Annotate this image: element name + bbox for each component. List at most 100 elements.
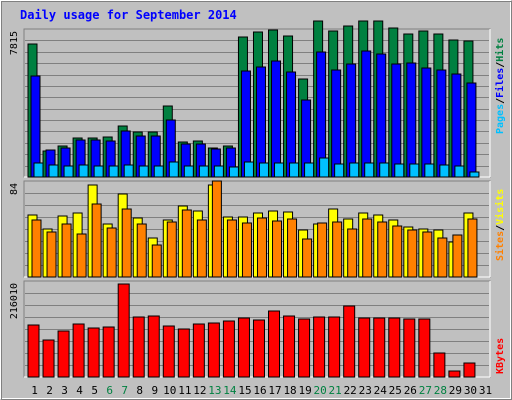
bar-pages-day-8 [138,165,149,178]
bar-files-day-28 [436,69,447,178]
bar-kbytes-day-1 [27,324,40,378]
bar-sites-day-25 [392,225,403,278]
bar-kbytes-day-25 [388,317,401,378]
x-tick-label: 19 [298,384,311,397]
bar-sites-day-28 [437,237,448,278]
bar-sites-day-6 [106,227,117,278]
bar-kbytes-day-17 [268,310,281,378]
bar-pages-day-14 [228,166,239,178]
bar-kbytes-day-3 [57,330,70,378]
x-tick-label: 8 [136,384,143,397]
bar-files-day-17 [271,60,282,178]
bar-kbytes-day-30 [463,362,476,378]
bar-kbytes-day-11 [177,328,190,378]
panel-kbytes: 216010 [9,280,491,378]
bar-sites-day-2 [46,231,57,278]
bar-pages-day-1 [33,162,44,178]
bar-pages-day-23 [364,162,375,178]
bar-pages-day-6 [108,165,119,178]
bar-sites-day-15 [241,222,252,278]
bar-kbytes-day-9 [147,315,160,378]
bar-kbytes-day-29 [448,370,461,378]
bar-sites-day-20 [317,222,328,278]
bar-kbytes-day-26 [403,318,416,378]
x-tick-label: 22 [344,384,357,397]
bar-kbytes-day-23 [358,317,371,378]
bar-kbytes-day-24 [373,317,386,378]
bar-sites-day-22 [347,228,358,278]
chart-title: Daily usage for September 2014 [20,8,237,22]
bar-files-day-23 [361,50,372,178]
bar-sites-day-4 [76,233,87,278]
bar-files-day-16 [255,66,266,178]
bar-files-day-15 [240,70,251,178]
bar-pages-day-3 [63,165,74,178]
bar-pages-day-30 [469,171,480,178]
panel-max-label: 7815 [9,31,20,55]
x-tick-label: 21 [329,384,342,397]
x-tick-label: 27 [419,384,432,397]
bar-files-day-24 [376,53,387,178]
bar-sites-day-19 [302,238,313,278]
x-tick-label: 31 [479,384,492,397]
x-tick-label: 17 [268,384,281,397]
panel-max-label: 84 [9,183,20,195]
bar-kbytes-day-13 [207,322,220,378]
x-tick-label: 1 [31,384,38,397]
x-tick-label: 18 [283,384,296,397]
bar-pages-day-29 [454,165,465,178]
bar-kbytes-day-16 [252,319,265,378]
bar-pages-day-22 [349,162,360,178]
bar-pages-day-12 [198,165,209,178]
bar-pages-day-18 [289,162,300,178]
bar-kbytes-day-8 [132,316,145,378]
x-tick-label: 2 [46,384,53,397]
bar-files-day-30 [466,82,477,178]
x-tick-label: 13 [208,384,221,397]
bar-sites-day-30 [467,218,478,278]
panel-visits: 84 [9,180,491,278]
right-label-pages-files-hits: Pages/Files/Hits [494,38,506,134]
bar-sites-day-10 [166,221,177,278]
bar-sites-day-18 [287,218,298,278]
right-label-kbytes: KBytes [495,338,506,374]
bar-pages-day-27 [424,163,435,178]
bar-kbytes-day-21 [328,316,341,378]
bar-sites-day-27 [422,231,433,278]
bar-pages-day-19 [304,162,315,178]
bar-kbytes-day-2 [42,339,55,378]
x-tick-label: 12 [193,384,206,397]
x-tick-label: 20 [314,384,327,397]
bar-sites-day-21 [332,221,343,278]
x-tick-label: 6 [106,384,113,397]
bar-pages-day-20 [319,157,330,178]
bar-kbytes-day-7 [117,283,130,378]
bar-kbytes-day-15 [237,317,250,378]
x-tick-label: 28 [434,384,447,397]
panel-hits: 7815 [9,20,491,178]
bar-sites-day-7 [121,208,132,278]
bar-sites-day-5 [91,203,102,278]
bar-sites-day-14 [226,219,237,278]
bar-pages-day-21 [334,163,345,178]
x-tick-label: 9 [151,384,158,397]
bar-pages-day-9 [153,165,164,178]
bar-pages-day-11 [183,165,194,178]
bar-kbytes-day-18 [283,315,296,378]
bar-files-day-29 [451,73,462,178]
bar-sites-day-12 [196,219,207,278]
x-tick-label: 23 [359,384,372,397]
bar-sites-day-23 [362,218,373,278]
bar-kbytes-day-19 [298,318,311,378]
bar-pages-day-16 [258,162,269,178]
x-tick-label: 16 [253,384,266,397]
bar-sites-day-1 [31,219,42,278]
bar-kbytes-day-10 [162,325,175,378]
bar-sites-day-17 [272,220,283,278]
bar-files-day-18 [286,71,297,178]
bar-files-day-27 [421,67,432,178]
x-tick-label: 29 [449,384,462,397]
bar-pages-day-17 [274,162,285,178]
